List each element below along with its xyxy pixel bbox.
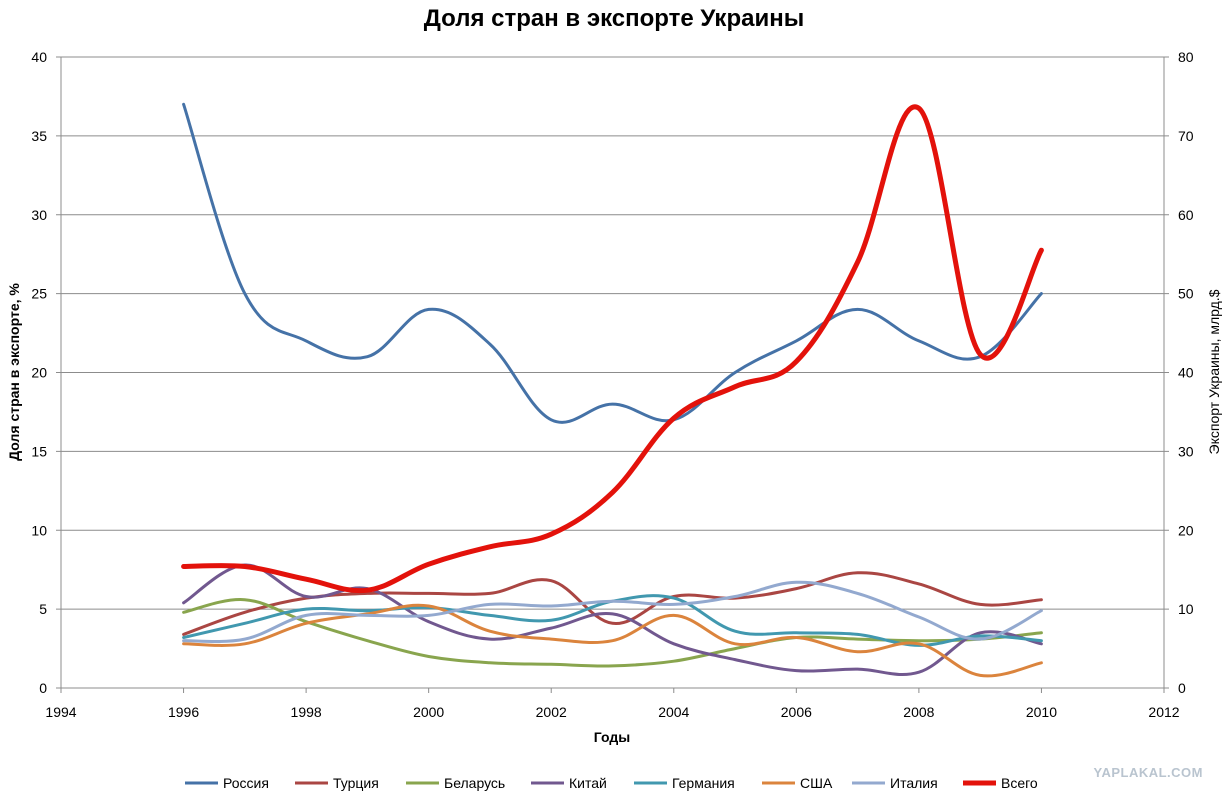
y-tick-label: 30 [31,207,47,223]
legend-label: США [800,775,833,791]
y2-tick-label: 80 [1178,49,1194,65]
legend-label: Россия [223,775,269,791]
y-tick-label: 20 [31,365,47,381]
y2-tick-label: 30 [1178,443,1194,459]
x-tick-label: 1994 [45,704,76,720]
legend-item: Турция [295,775,379,791]
y-tick-label: 10 [31,522,47,538]
y2-tick-label: 20 [1178,522,1194,538]
y-tick-label: 15 [31,443,47,459]
legend-item: Германия [634,775,735,791]
x-tick-label: 2006 [781,704,812,720]
y-tick-label: 25 [31,286,47,302]
series-Россия [183,104,1041,422]
y2-tick-label: 0 [1178,680,1186,696]
y2-tick-label: 60 [1178,207,1194,223]
y2-tick-label: 70 [1178,128,1194,144]
x-tick-label: 2010 [1026,704,1057,720]
legend-item: США [762,775,833,791]
x-tick-label: 2008 [903,704,934,720]
x-tick-label: 1998 [291,704,322,720]
y-axis-title: Доля стран в экспорте, % [6,283,22,461]
x-tick-label: 2004 [658,704,689,720]
y2-tick-label: 10 [1178,601,1194,617]
chart-title: Доля стран в экспорте Украины [424,5,804,32]
legend-label: Китай [569,775,607,791]
legend-item: Россия [185,775,269,791]
legend-item: Всего [963,775,1038,791]
x-tick-label: 1996 [168,704,199,720]
x-tick-label: 2002 [536,704,567,720]
legend-label: Германия [672,775,735,791]
y-tick-label: 5 [39,601,47,617]
y2-tick-label: 50 [1178,286,1194,302]
y-tick-label: 40 [31,49,47,65]
legend-item: Китай [531,775,607,791]
x-axis-title: Годы [594,729,630,745]
y2-axis-title: Экспорт Украины, млрд.$ [1206,289,1222,454]
y-tick-label: 0 [39,680,47,696]
series-line [184,582,1042,641]
y-tick-label: 35 [31,128,47,144]
legend-label: Италия [890,775,938,791]
series-Италия [183,582,1041,641]
x-tick-label: 2000 [413,704,444,720]
y2-tick-label: 40 [1178,365,1194,381]
series-line [184,107,1042,591]
legend-label: Беларусь [444,775,505,791]
legend-item: Италия [852,775,938,791]
watermark: YAPLAKAL.COM [1093,765,1203,780]
legend-label: Всего [1001,775,1038,791]
series-Всего [183,107,1041,591]
legend-label: Турция [333,775,379,791]
x-tick-label: 2012 [1148,704,1179,720]
legend-item: Беларусь [406,775,505,791]
series-line [184,104,1042,422]
